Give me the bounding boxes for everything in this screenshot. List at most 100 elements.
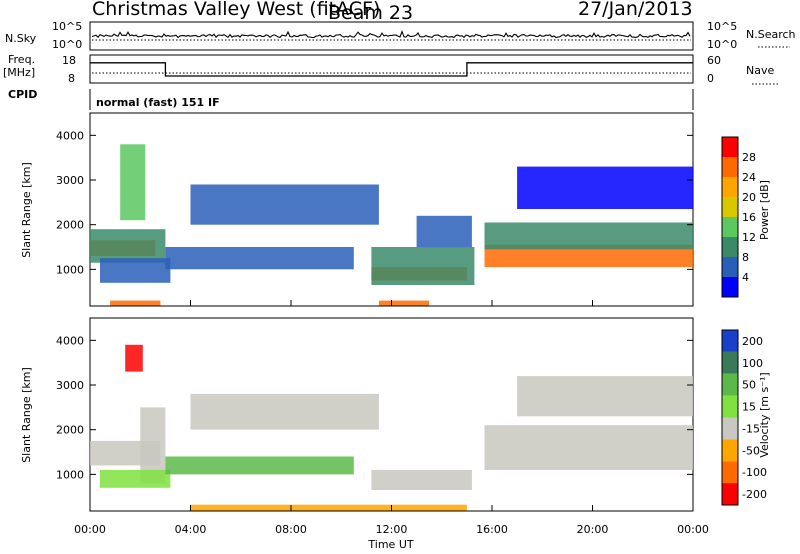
power-echo-region-1 [90, 229, 166, 263]
freq-tick-bottom: 8 [68, 72, 75, 85]
power-echo-region-13 [378, 300, 430, 306]
power-colorbar-tick-5: 8 [742, 251, 749, 264]
velocity-echo-region-7 [484, 425, 693, 470]
power-echo-region-10 [484, 222, 693, 250]
nave-tick-bottom: 0 [707, 72, 714, 85]
freq-label: Freq. [8, 53, 35, 66]
velocity-colorbar-tick-7: -200 [742, 488, 767, 501]
x-tick-label-3: 12:00 [376, 523, 408, 536]
velocity-colorbar-swatch-4 [722, 417, 738, 440]
power-echo-region-12 [110, 300, 161, 306]
nsky-series [91, 30, 691, 39]
nsearch-tick-top: 10^5 [707, 20, 737, 33]
velocity-colorbar-tick-6: -100 [742, 466, 767, 479]
power-ytick-label-2: 3000 [56, 174, 84, 187]
velocity-colorbar-label: Velocity [m s⁻¹] [758, 372, 771, 457]
power-ylabel: Slant Range [km] [20, 162, 33, 258]
velocity-colorbar-tick-0: 200 [742, 335, 763, 348]
power-echo-region-2 [100, 258, 171, 283]
power-colorbar-tick-0: 28 [742, 151, 756, 164]
date-label: 27/Jan/2013 [578, 0, 693, 20]
nsky-tick-top: 10^5 [52, 20, 82, 33]
velocity-colorbar-tick-4: -15 [742, 422, 760, 435]
nave-tick-top: 60 [707, 54, 721, 67]
x-tick-label-1: 04:00 [175, 523, 207, 536]
velocity-ytick-label-1: 2000 [56, 424, 84, 437]
velocity-echo-region-4 [165, 456, 354, 475]
x-tick-label-0: 00:00 [74, 523, 106, 536]
power-colorbar-swatch-6 [722, 257, 738, 277]
power-colorbar: 28 24 20 16 12 8 4 [721, 136, 756, 298]
freq-panel [89, 54, 694, 84]
power-colorbar-swatch-3 [722, 197, 738, 217]
power-ytick-label-0: 1000 [56, 263, 84, 276]
power-colorbar-swatch-1 [722, 157, 738, 177]
freq-series [90, 62, 693, 77]
velocity-colorbar-tick-5: -50 [742, 444, 760, 457]
velocity-colorbar-tick-3: 15 [742, 401, 756, 414]
velocity-echo-region-3 [125, 344, 143, 372]
power-echo-region-11 [517, 166, 693, 209]
power-colorbar-swatch-4 [722, 217, 738, 237]
velocity-colorbar-swatch-3 [722, 395, 738, 418]
velocity-y-ticks: 1000 2000 3000 4000 [56, 334, 693, 481]
power-colorbar-label: Power [dB] [758, 180, 771, 240]
x-tick-label-2: 08:00 [275, 523, 307, 536]
nsearch-label: N.Search [746, 28, 796, 41]
cpid-text: normal (fast) 151 IF [96, 96, 220, 109]
time-x-ticks: 00:00 04:00 08:00 12:00 16:00 20:00 00:00 [74, 300, 709, 536]
power-colorbar-frame [721, 136, 739, 298]
velocity-ytick-label-3: 4000 [56, 334, 84, 347]
velocity-echoes [90, 344, 693, 511]
velocity-ylabel: Slant Range [km] [20, 367, 33, 463]
velocity-echo-region-2 [100, 469, 171, 488]
velocity-echo-region-6 [371, 469, 472, 490]
station-title: Christmas Valley West (fitACF) [92, 0, 380, 20]
velocity-colorbar-swatch-6 [722, 461, 738, 484]
x-tick-label-5: 20:00 [577, 523, 609, 536]
power-echo-region-8 [416, 215, 472, 248]
velocity-colorbar: 200 100 50 15 -15 -50 -100 -200 [721, 329, 767, 506]
power-echoes [90, 144, 693, 306]
velocity-colorbar-swatch-0 [722, 330, 738, 352]
time-xlabel: Time UT [367, 538, 413, 551]
nave-label: Nave [746, 64, 774, 77]
nsearch-tick-bottom: 10^0 [707, 38, 737, 51]
power-echo-region-5 [190, 184, 379, 225]
power-ytick-label-1: 2000 [56, 219, 84, 232]
power-echo-region-7 [371, 247, 475, 285]
power-colorbar-swatch-5 [722, 237, 738, 257]
freq-unit: [MHz] [3, 66, 35, 79]
velocity-echo-region-8 [517, 376, 693, 417]
velocity-colorbar-swatch-1 [722, 351, 738, 374]
nsky-tick-bottom: 10^0 [52, 38, 82, 51]
power-colorbar-swatch-0 [722, 137, 738, 157]
velocity-echo-region-5 [190, 393, 379, 430]
power-echo-region-4 [165, 247, 354, 270]
power-colorbar-tick-6: 4 [742, 271, 749, 284]
power-colorbar-tick-4: 12 [742, 231, 756, 244]
power-echo-region-9 [484, 244, 693, 268]
power-colorbar-tick-3: 16 [742, 211, 756, 224]
velocity-ytick-label-0: 1000 [56, 468, 84, 481]
cpid-label: CPID [8, 88, 37, 101]
power-colorbar-swatch-2 [722, 177, 738, 197]
velocity-colorbar-tick-1: 100 [742, 357, 763, 370]
beam-label: Beam 23 [328, 2, 413, 24]
power-y-ticks: 1000 2000 3000 4000 [56, 129, 693, 276]
velocity-ytick-label-2: 3000 [56, 379, 84, 392]
velocity-colorbar-tick-2: 50 [742, 379, 756, 392]
velocity-colorbar-swatch-5 [722, 439, 738, 462]
velocity-colorbar-swatch-7 [722, 483, 738, 505]
velocity-colorbar-swatch-2 [722, 373, 738, 396]
power-colorbar-tick-1: 24 [742, 171, 756, 184]
nsky-label: N.Sky [5, 32, 37, 45]
freq-tick-top: 18 [62, 54, 76, 67]
velocity-echo-region-9 [190, 504, 467, 511]
velocity-colorbar-frame [721, 329, 739, 506]
power-colorbar-swatch-7 [722, 277, 738, 297]
x-tick-label-4: 16:00 [476, 523, 508, 536]
power-colorbar-tick-2: 20 [742, 191, 756, 204]
power-echo-region-3 [120, 144, 146, 221]
